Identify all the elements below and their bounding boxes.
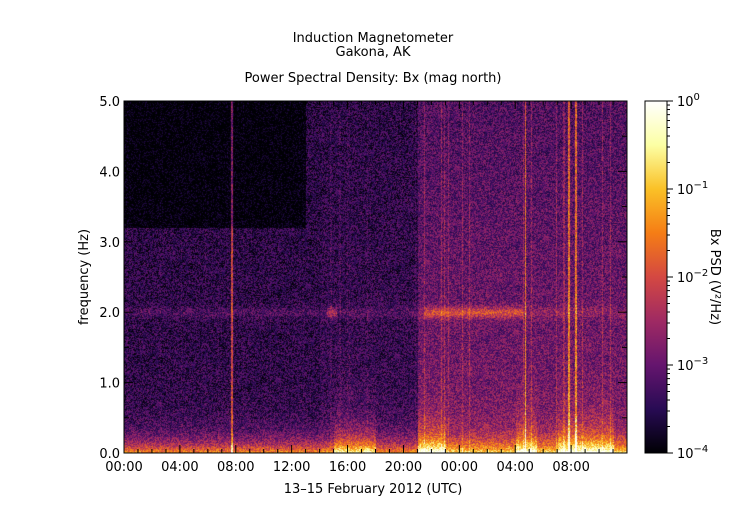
y-tick-label: 4.0 — [99, 165, 120, 180]
colorbar-axis: 100 10−1 10−2 10−3 10−4 — [667, 92, 708, 462]
chart-subtitle: Gakona, AK — [336, 45, 411, 60]
y-tick-label: 5.0 — [99, 95, 120, 110]
x-tick-label: 04:00 — [161, 460, 198, 475]
y-tick-label: 0.0 — [99, 447, 120, 462]
colorbar-tick-label: 10−1 — [677, 180, 708, 198]
colorbar-tick-label: 10−2 — [677, 268, 708, 286]
plot-title: Power Spectral Density: Bx (mag north) — [244, 71, 501, 86]
x-tick-label: 20:00 — [385, 460, 422, 475]
x-tick-label: 04:00 — [496, 460, 533, 475]
y-tick-label: 1.0 — [99, 377, 120, 392]
colorbar-label: Bx PSD (V²/Hz) — [707, 229, 722, 325]
colorbar-tick-label: 10−4 — [677, 444, 708, 462]
x-tick-label: 00:00 — [105, 460, 142, 475]
x-tick-label: 16:00 — [329, 460, 366, 475]
y-tick-label: 2.0 — [99, 306, 120, 321]
colorbar-tick-label: 100 — [677, 92, 700, 110]
x-axis: 00:00 04:00 08:00 12:00 16:00 20:00 00:00 04:00… — [105, 101, 614, 475]
x-tick-label: 08:00 — [552, 460, 589, 475]
x-tick-label: 12:00 — [273, 460, 310, 475]
chart-title: Induction Magnetometer — [293, 31, 454, 46]
y-axis: 0.0 1.0 2.0 3.0 4.0 5.0 — [99, 95, 627, 462]
y-tick-label: 3.0 — [99, 236, 120, 251]
spectrogram-heatmap — [124, 101, 627, 453]
x-tick-label: 00:00 — [441, 460, 478, 475]
x-axis-label: 13–15 February 2012 (UTC) — [284, 482, 463, 497]
colorbar — [644, 100, 668, 454]
y-axis-label: frequency (Hz) — [77, 229, 92, 325]
x-tick-label: 08:00 — [217, 460, 254, 475]
colorbar-tick-label: 10−3 — [677, 356, 708, 374]
